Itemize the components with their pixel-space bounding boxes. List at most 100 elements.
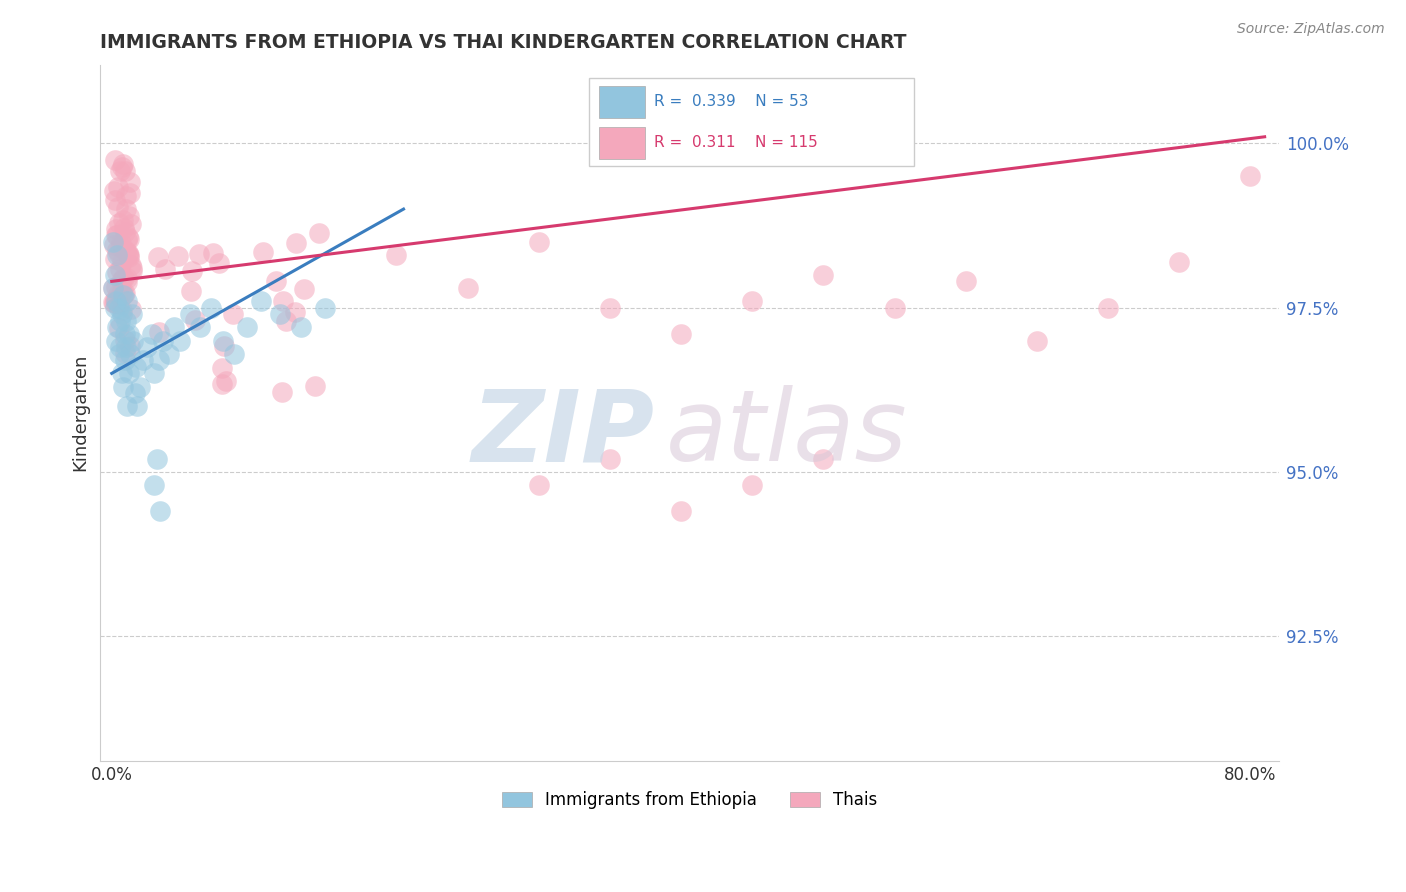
Point <box>292 282 315 296</box>
Point <box>813 268 835 282</box>
Point <box>108 301 131 315</box>
Point <box>741 478 763 492</box>
Point <box>111 367 134 381</box>
Point <box>101 281 124 295</box>
Text: IMMIGRANTS FROM ETHIOPIA VS THAI KINDERGARTEN CORRELATION CHART: IMMIGRANTS FROM ETHIOPIA VS THAI KINDERG… <box>100 33 907 52</box>
Point <box>120 301 142 316</box>
Point <box>121 260 143 275</box>
Point <box>104 293 127 307</box>
Point <box>599 451 621 466</box>
Point <box>385 248 408 262</box>
Point <box>115 270 138 285</box>
Point <box>111 255 134 269</box>
Point <box>114 353 136 368</box>
Point <box>127 399 149 413</box>
Point <box>269 307 291 321</box>
Point <box>211 376 233 391</box>
Point <box>110 314 132 328</box>
Point <box>108 239 131 253</box>
Point <box>104 222 127 236</box>
Point <box>114 286 136 301</box>
Point <box>105 296 128 310</box>
Point <box>101 281 124 295</box>
Point <box>120 258 142 272</box>
Point <box>118 248 141 262</box>
Point <box>188 320 211 334</box>
Point <box>117 248 139 262</box>
Point <box>211 360 233 375</box>
Point <box>224 346 246 360</box>
Text: ZIP: ZIP <box>471 385 654 483</box>
Point <box>271 293 294 308</box>
Point <box>107 216 129 230</box>
Point <box>114 346 136 360</box>
Point <box>121 263 143 277</box>
Point <box>1025 334 1047 348</box>
Point <box>201 245 224 260</box>
Point <box>103 301 125 315</box>
Point <box>112 379 135 393</box>
Point <box>104 153 127 167</box>
Point <box>107 320 129 334</box>
Point <box>236 320 259 334</box>
Point <box>285 236 308 251</box>
Point <box>163 320 186 334</box>
Point <box>110 163 132 178</box>
Point <box>105 294 128 309</box>
Point <box>290 320 312 334</box>
Point <box>111 285 134 299</box>
Point <box>120 186 142 200</box>
Point <box>157 346 180 360</box>
Point <box>1097 301 1119 315</box>
Point <box>103 295 125 310</box>
Point <box>107 180 129 194</box>
Point <box>115 314 138 328</box>
Point <box>112 287 135 301</box>
Point <box>264 273 287 287</box>
Point <box>120 339 142 353</box>
Point <box>120 217 142 231</box>
Point <box>111 307 134 321</box>
Point <box>112 286 135 301</box>
Point <box>1168 254 1191 268</box>
Point <box>104 252 127 266</box>
Point <box>252 244 274 259</box>
Point <box>107 287 129 301</box>
Point <box>955 274 977 288</box>
Point <box>180 284 202 298</box>
Y-axis label: Kindergarten: Kindergarten <box>72 354 89 472</box>
Point <box>115 244 138 258</box>
Text: atlas: atlas <box>666 385 908 483</box>
Point <box>114 225 136 239</box>
Point <box>107 228 129 243</box>
Point <box>1239 169 1261 184</box>
Point <box>105 243 128 257</box>
Point <box>121 307 143 321</box>
Point <box>222 307 245 321</box>
Point <box>112 271 135 285</box>
Point <box>103 268 125 282</box>
Point <box>741 294 763 309</box>
Point <box>200 301 222 315</box>
Point <box>527 235 550 249</box>
Point <box>111 303 134 318</box>
Point <box>103 184 125 198</box>
Point <box>181 263 204 277</box>
Point <box>114 326 136 341</box>
Point <box>188 247 211 261</box>
Point <box>117 294 139 309</box>
Point <box>108 261 131 276</box>
Point <box>179 307 201 321</box>
Point <box>114 334 136 348</box>
Point <box>457 281 479 295</box>
Point <box>117 399 139 413</box>
Point <box>112 220 135 235</box>
Point <box>111 212 134 227</box>
Point <box>110 274 132 288</box>
Point <box>120 346 142 360</box>
Point <box>112 271 135 285</box>
Point <box>115 202 138 216</box>
Text: Source: ZipAtlas.com: Source: ZipAtlas.com <box>1237 22 1385 37</box>
Point <box>115 189 138 203</box>
Point <box>117 209 139 223</box>
